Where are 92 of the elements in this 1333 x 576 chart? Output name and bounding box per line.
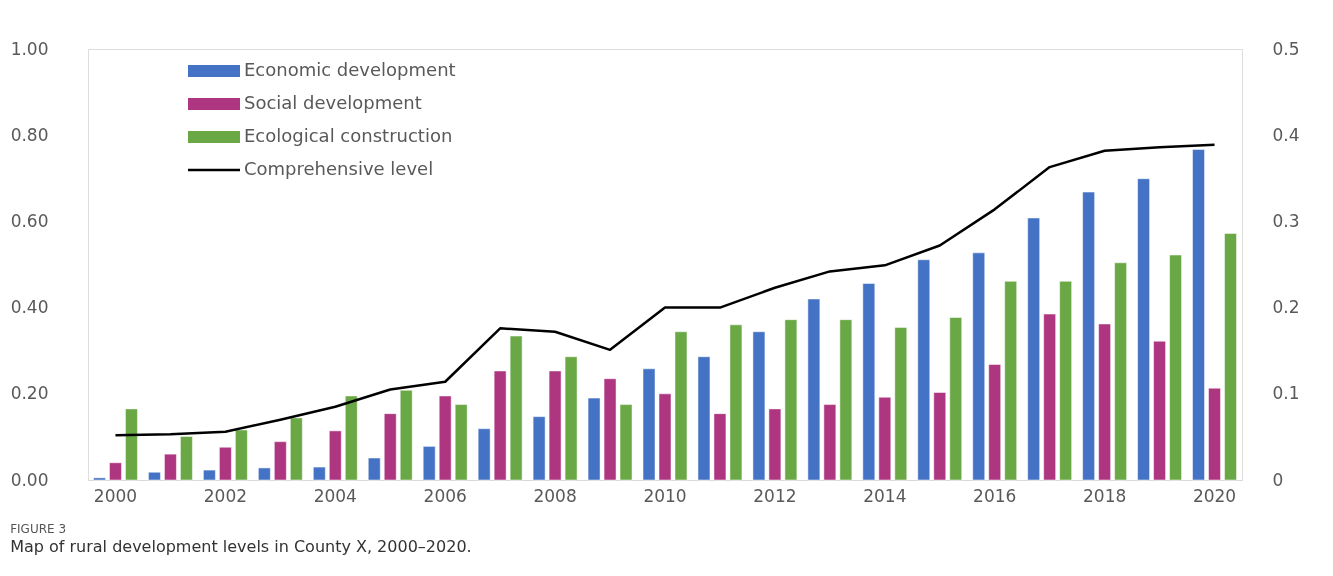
bar <box>1224 233 1237 481</box>
x-tick-label: 2012 <box>753 485 797 506</box>
bar <box>619 404 633 481</box>
x-tick-label: 2000 <box>93 485 138 506</box>
bar <box>972 252 985 481</box>
bar <box>988 364 1001 481</box>
bar <box>1082 191 1095 481</box>
bar <box>345 395 358 481</box>
bar <box>839 319 853 481</box>
bar <box>752 331 766 481</box>
y-tick-label: 1.00 <box>10 38 49 59</box>
legend-label: Comprehensive level <box>244 158 434 179</box>
bar <box>477 428 491 481</box>
bar <box>697 356 711 481</box>
x-tick-label: 2006 <box>423 485 467 506</box>
bar <box>807 298 821 481</box>
bar <box>1153 340 1166 481</box>
bar <box>894 327 908 481</box>
x-tick-label: 2014 <box>863 485 907 506</box>
bar <box>1169 254 1182 481</box>
bar <box>1059 281 1072 481</box>
bar <box>823 404 837 481</box>
bar <box>313 466 326 481</box>
bar <box>784 319 798 481</box>
bar <box>1027 217 1040 481</box>
bar <box>368 457 381 481</box>
bar <box>1043 313 1056 481</box>
bar <box>383 413 397 481</box>
bar <box>235 429 248 481</box>
y2-tick-label: 0.4 <box>1272 124 1300 145</box>
bar <box>729 324 743 481</box>
bar <box>509 335 523 481</box>
bar <box>603 378 617 481</box>
bar <box>1208 387 1221 481</box>
bar <box>109 462 122 481</box>
legend-label: Social development <box>244 92 422 113</box>
x-tick-label: 2002 <box>203 485 248 506</box>
bar <box>148 471 161 481</box>
bar <box>399 390 413 481</box>
x-tick-label: 2016 <box>973 485 1017 506</box>
y2-tick-label: 0.2 <box>1272 297 1300 318</box>
x-tick-label: 2018 <box>1082 485 1127 506</box>
bar <box>933 392 947 481</box>
bar <box>674 331 688 481</box>
y2-tick-label: 0.5 <box>1272 38 1300 59</box>
bar <box>93 477 106 481</box>
bar <box>548 370 562 481</box>
bar <box>1192 149 1205 481</box>
y-tick-label: 0.00 <box>10 469 49 490</box>
bar <box>564 356 578 481</box>
bar <box>164 453 177 481</box>
y-tick-label: 0.20 <box>10 383 49 404</box>
bar <box>290 417 303 481</box>
bar <box>1098 323 1111 481</box>
bar <box>454 404 468 481</box>
bar <box>180 436 193 481</box>
legend-label: Economic development <box>244 59 456 80</box>
bar <box>642 368 656 481</box>
y-tick-label: 0.40 <box>10 297 49 318</box>
bar <box>878 397 892 481</box>
bar <box>219 446 232 481</box>
bar <box>422 446 436 481</box>
bar <box>125 408 138 481</box>
x-tick-label: 2008 <box>533 485 577 506</box>
bar <box>258 467 271 481</box>
bar <box>1137 178 1150 481</box>
y2-tick-label: 0.3 <box>1272 210 1300 231</box>
bar <box>1004 281 1017 481</box>
caption: FIGURE 3 <box>10 522 67 536</box>
y2-tick-label: 0.1 <box>1272 383 1300 404</box>
bar <box>532 416 546 481</box>
bar <box>862 283 876 481</box>
bar <box>768 408 782 481</box>
x-tick-label: 2010 <box>643 485 687 506</box>
y2-tick-label: 0 <box>1272 469 1284 490</box>
bar <box>438 395 452 481</box>
text: Map of rural development levels in County X, 2000–2020. <box>10 537 472 556</box>
bar <box>493 370 507 481</box>
x-tick-label: 2004 <box>313 485 357 506</box>
bar <box>274 441 287 481</box>
y-tick-label: 0.80 <box>10 124 49 145</box>
bar <box>917 259 931 481</box>
bar <box>1114 262 1127 481</box>
bar <box>658 393 672 481</box>
bar <box>949 317 962 481</box>
y-tick-label: 0.60 <box>10 210 49 231</box>
bar <box>587 397 601 481</box>
bar <box>329 430 342 481</box>
legend-label: Ecological construction <box>244 125 453 146</box>
x-tick-label: 2020 <box>1192 485 1237 506</box>
bar <box>713 413 727 481</box>
bar <box>203 469 216 481</box>
